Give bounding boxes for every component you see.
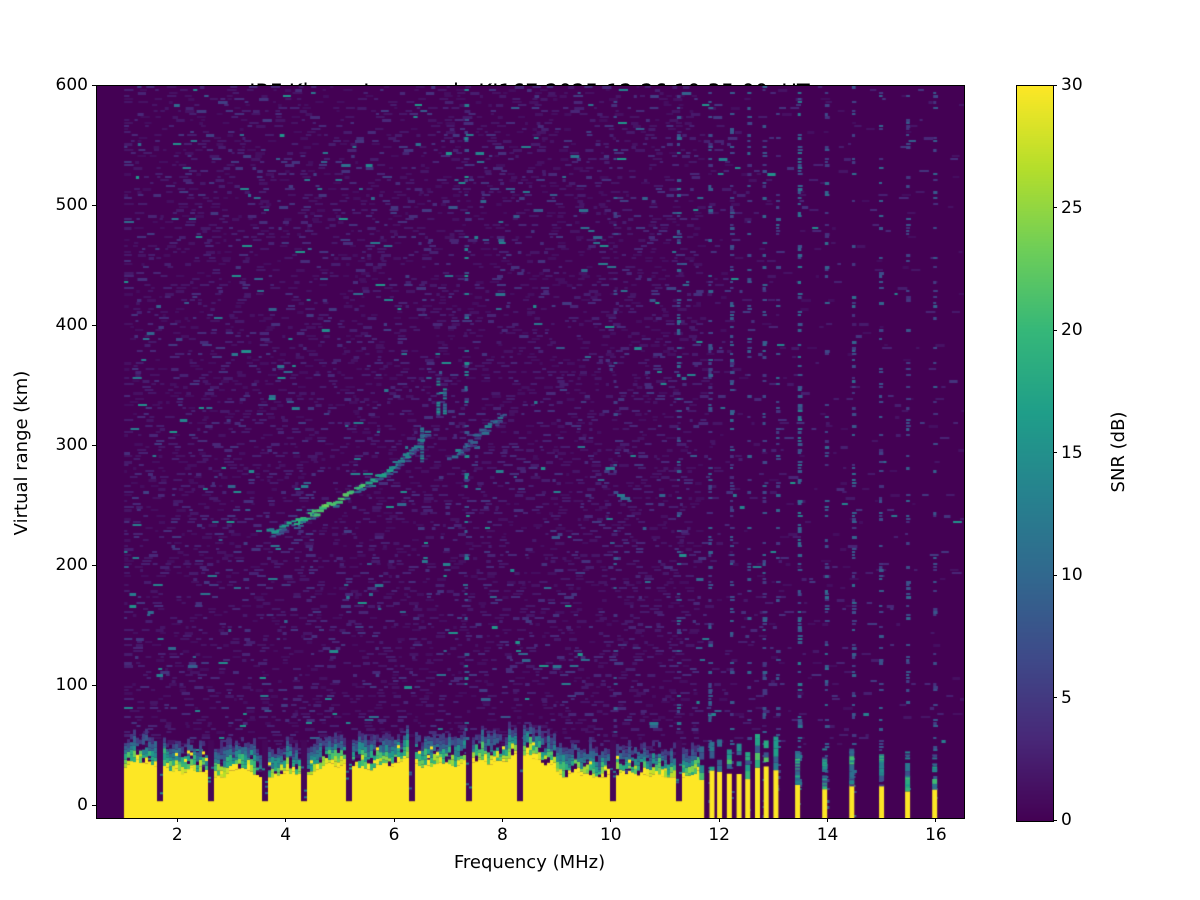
y-tick-mark bbox=[92, 324, 96, 326]
x-tick-label: 6 bbox=[388, 825, 400, 845]
y-tick-mark bbox=[92, 804, 96, 806]
x-tick-label: 12 bbox=[708, 825, 730, 845]
y-tick-label: 600 bbox=[55, 75, 88, 95]
y-tick-mark bbox=[92, 564, 96, 566]
x-tick-mark bbox=[285, 818, 287, 822]
x-tick-label: 4 bbox=[280, 825, 292, 845]
colorbar-tick-mark bbox=[1053, 697, 1057, 698]
colorbar-tick-label: 10 bbox=[1061, 565, 1083, 585]
x-tick-mark bbox=[718, 818, 720, 822]
y-tick-label: 500 bbox=[55, 195, 88, 215]
colorbar-tick-mark bbox=[1053, 452, 1057, 453]
x-tick-label: 10 bbox=[599, 825, 622, 845]
colorbar-tick-mark bbox=[1053, 819, 1057, 821]
ionogram-heatmap bbox=[97, 86, 964, 818]
colorbar-tick-mark bbox=[1053, 84, 1057, 86]
colorbar-label: SNR (dB) bbox=[1108, 411, 1129, 493]
y-tick-mark bbox=[92, 684, 96, 686]
y-tick-mark bbox=[92, 84, 96, 86]
y-tick-label: 400 bbox=[55, 315, 88, 335]
colorbar-tick-label: 25 bbox=[1061, 197, 1083, 218]
y-tick-label: 100 bbox=[55, 675, 88, 695]
colorbar-tick-label: 30 bbox=[1061, 75, 1083, 95]
y-tick-mark bbox=[92, 204, 96, 206]
x-tick-mark bbox=[501, 818, 503, 822]
y-tick-label: 200 bbox=[55, 555, 88, 575]
x-tick-mark bbox=[827, 818, 829, 822]
colorbar-tick-label: 20 bbox=[1061, 320, 1083, 340]
axes-frame bbox=[96, 85, 965, 819]
y-tick-mark bbox=[92, 444, 96, 446]
x-tick-label: 2 bbox=[171, 825, 183, 845]
x-tick-mark bbox=[935, 818, 937, 822]
colorbar-tick-label: 15 bbox=[1061, 442, 1083, 463]
colorbar-tick-label: 0 bbox=[1061, 810, 1072, 830]
y-tick-label: 0 bbox=[77, 795, 88, 815]
x-tick-label: 14 bbox=[816, 825, 839, 845]
colorbar-tick-mark bbox=[1053, 329, 1057, 331]
colorbar-tick-mark bbox=[1053, 207, 1057, 208]
x-axis-label: Frequency (MHz) bbox=[453, 852, 606, 873]
colorbar-tick-mark bbox=[1053, 574, 1057, 576]
x-tick-mark bbox=[393, 818, 395, 822]
x-tick-mark bbox=[176, 818, 178, 822]
colorbar-gradient bbox=[1017, 86, 1053, 821]
x-tick-mark bbox=[610, 818, 612, 822]
y-tick-label: 300 bbox=[55, 435, 88, 455]
x-tick-label: 8 bbox=[496, 825, 508, 845]
x-tick-label: 16 bbox=[925, 825, 947, 845]
colorbar-tick-label: 5 bbox=[1061, 687, 1072, 708]
colorbar bbox=[1016, 85, 1054, 822]
